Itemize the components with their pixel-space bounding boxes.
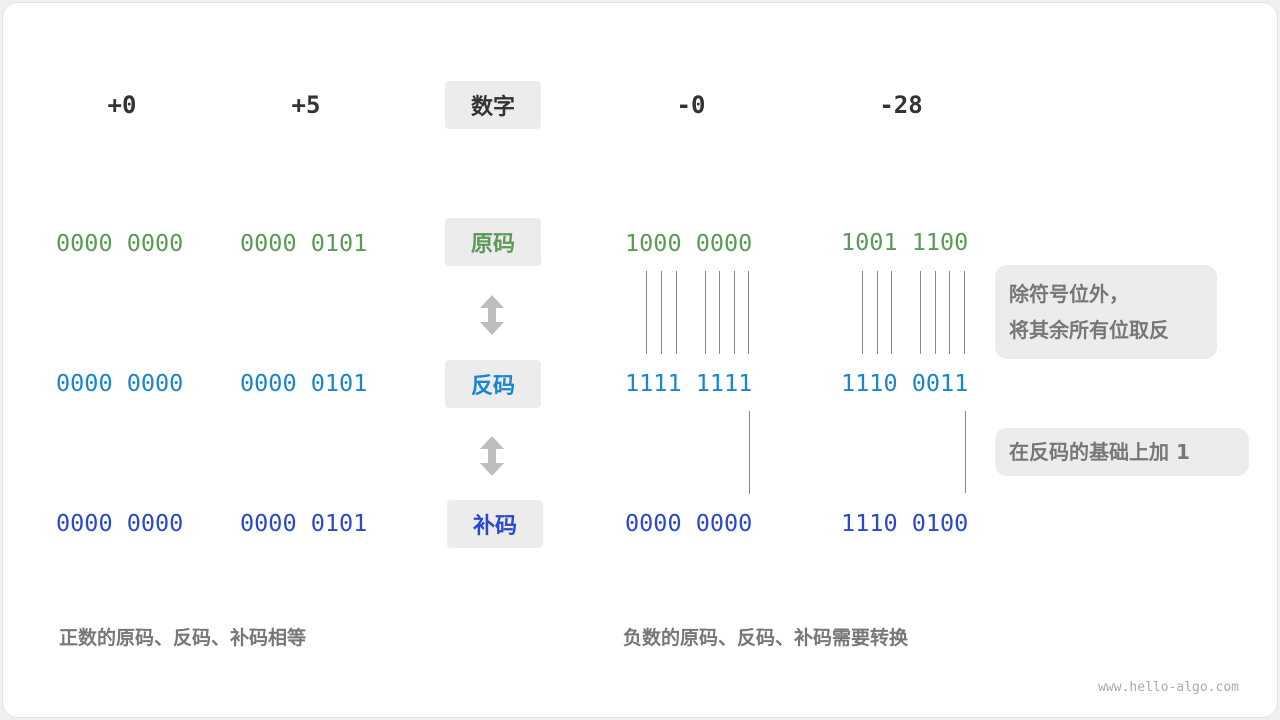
invert-line: [920, 271, 921, 354]
invert-line: [748, 271, 749, 354]
double-arrow-vertical-icon: [480, 295, 504, 335]
ones-pos0: 0000 0000: [56, 369, 184, 397]
label-ones-complement: 反码: [445, 360, 541, 408]
header-pos0: +0: [107, 91, 137, 119]
original-neg28: 1001 1100: [841, 228, 969, 256]
invert-line: [734, 271, 735, 354]
footer-negative: 负数的原码、反码、补码需要转换: [623, 627, 909, 649]
invert-line: [935, 271, 936, 354]
ones-neg28: 1110 0011: [841, 369, 969, 397]
original-pos0: 0000 0000: [56, 229, 184, 257]
label-twos-complement: 补码: [447, 500, 543, 548]
note-add-one: 在反码的基础上加 1: [995, 428, 1249, 476]
label-original: 原码: [445, 218, 541, 266]
double-arrow-vertical-icon: [480, 436, 504, 476]
note-invert-line2: 将其余所有位取反: [1009, 318, 1169, 342]
header-neg28: -28: [879, 91, 923, 119]
twos-pos5: 0000 0101: [240, 509, 368, 537]
watermark: www.hello-algo.com: [1098, 680, 1239, 695]
invert-line: [661, 271, 662, 354]
original-neg0: 1000 0000: [625, 229, 753, 257]
invert-line: [676, 271, 677, 354]
header-pos5: +5: [291, 91, 321, 119]
invert-line: [891, 271, 892, 354]
invert-line: [964, 271, 965, 354]
label-number: 数字: [445, 81, 541, 129]
twos-pos0: 0000 0000: [56, 509, 184, 537]
invert-line: [719, 271, 720, 354]
invert-line: [862, 271, 863, 354]
invert-line: [646, 271, 647, 354]
invert-line: [949, 271, 950, 354]
note-invert-line1: 除符号位外，: [1009, 282, 1129, 306]
invert-line: [877, 271, 878, 354]
add-one-line: [965, 411, 966, 493]
twos-neg0: 0000 0000: [625, 509, 753, 537]
original-pos5: 0000 0101: [240, 229, 368, 257]
footer-positive: 正数的原码、反码、补码相等: [59, 627, 307, 649]
ones-pos5: 0000 0101: [240, 369, 368, 397]
twos-neg28: 1110 0100: [841, 509, 969, 537]
ones-neg0: 1111 1111: [625, 369, 753, 397]
note-invert: 除符号位外， 将其余所有位取反: [995, 265, 1217, 359]
header-neg0: -0: [676, 91, 706, 119]
invert-line: [705, 271, 706, 354]
add-one-line: [749, 411, 750, 494]
